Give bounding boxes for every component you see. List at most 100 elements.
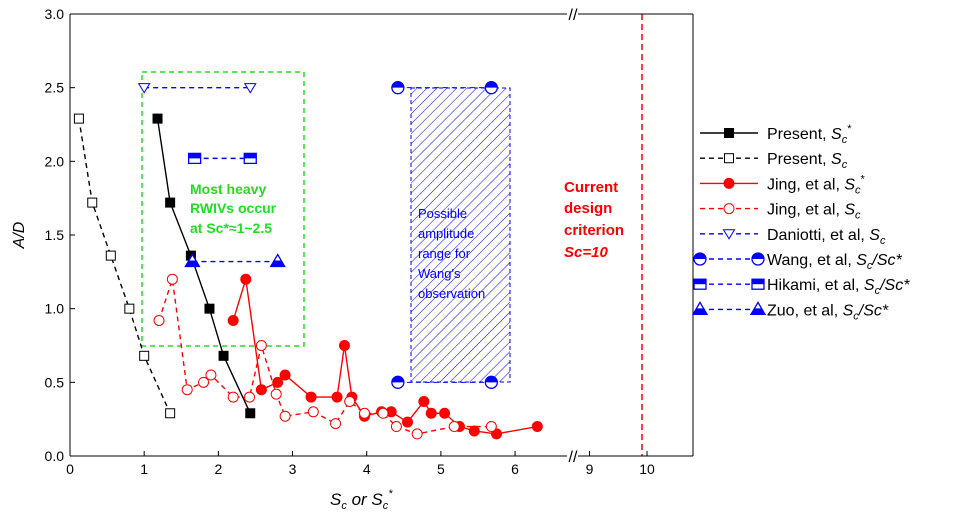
marker-square <box>124 303 135 314</box>
data-point <box>439 407 451 419</box>
data-point <box>243 152 257 165</box>
series-7 <box>184 253 286 268</box>
series-1 <box>73 113 176 419</box>
marker-square <box>139 350 150 361</box>
y-tick-label: 2.0 <box>45 153 65 169</box>
marker-half-fill <box>185 260 200 267</box>
y-tick-label: 0.0 <box>45 448 65 464</box>
marker-half-fill <box>391 376 404 383</box>
marker-circle <box>418 395 430 407</box>
marker-square <box>165 408 176 419</box>
data-point <box>691 301 709 316</box>
marker-square <box>204 303 215 314</box>
data-point <box>391 375 405 389</box>
y-tick-label: 1.5 <box>45 227 65 243</box>
data-point <box>269 253 286 268</box>
data-point <box>270 388 282 400</box>
data-point <box>255 340 267 351</box>
x-tick-label: 3 <box>289 461 297 477</box>
y-tick-group: 0.0 0.5 1.0 1.5 2.0 2.5 3.0 <box>45 6 75 464</box>
marker-circle <box>166 273 178 285</box>
marker-circle <box>491 428 503 440</box>
marker-half-fill <box>693 308 707 315</box>
data-point <box>330 418 342 430</box>
data-point <box>152 113 163 124</box>
marker-circle <box>377 407 389 419</box>
data-point <box>124 303 135 314</box>
marker-triangle <box>137 83 151 94</box>
legend-label: Daniotti, et al, Sc <box>767 227 886 247</box>
data-point <box>307 406 319 418</box>
marker-half-fill <box>751 308 765 315</box>
data-point <box>751 278 765 290</box>
data-point <box>468 425 480 437</box>
data-point <box>205 369 217 381</box>
data-point <box>218 350 229 361</box>
data-point <box>722 229 736 240</box>
blue-annotation: Possible amplitude range for Wang's obse… <box>418 206 485 301</box>
data-point <box>227 314 239 326</box>
green-annotation-line-3: at Sc*≈1~2.5 <box>190 220 272 236</box>
marker-half-fill <box>694 279 706 285</box>
red-annotation: Current design criterion Sc=10 <box>564 179 624 261</box>
marker-circle <box>270 388 282 400</box>
legend-item: Wang, et al, Sc/Sc* <box>693 252 903 272</box>
x-axis-label-sub1: c <box>341 500 347 512</box>
marker-circle <box>411 428 423 440</box>
marker-square <box>87 197 98 208</box>
data-point <box>87 197 98 208</box>
marker-circle <box>153 314 165 326</box>
red-annotation-line-1: Current <box>564 179 618 196</box>
data-point <box>165 197 176 208</box>
marker-circle <box>244 391 256 403</box>
data-point <box>391 81 405 95</box>
marker-circle <box>468 425 480 437</box>
marker-circle <box>205 369 217 381</box>
marker-half-fill <box>391 81 404 88</box>
data-point <box>240 273 252 285</box>
marker-circle <box>485 421 497 433</box>
wang-range-region <box>410 87 511 383</box>
marker-circle <box>723 203 735 215</box>
y-tick-label: 3.0 <box>45 6 65 22</box>
data-point <box>73 113 84 124</box>
x-tick-label: 9 <box>586 461 594 477</box>
red-annotation-line-2: design <box>564 200 612 217</box>
marker-square <box>724 128 734 138</box>
series-0 <box>152 113 256 419</box>
x-axis-label-mid: or <box>347 490 372 509</box>
data-point <box>531 421 543 433</box>
marker-circle <box>279 369 291 381</box>
marker-circle <box>425 407 437 419</box>
marker-circle <box>439 407 451 419</box>
x-tick-label: 0 <box>66 461 74 477</box>
data-point <box>425 407 437 419</box>
legend-item: Daniotti, et al, Sc <box>700 227 886 247</box>
marker-half-fill <box>244 153 257 159</box>
data-point <box>724 128 734 138</box>
marker-square <box>724 153 734 164</box>
data-point <box>245 408 256 419</box>
marker-circle <box>338 340 350 351</box>
legend-label: Jing, et al, Sc <box>767 202 861 222</box>
x-axis-label: Sc or Sc* <box>330 488 393 512</box>
marker-triangle <box>243 83 257 94</box>
legend-label: Present, Sc* <box>767 123 852 146</box>
marker-square <box>73 113 84 124</box>
x-axis-label-s2: S <box>371 490 383 509</box>
data-point <box>165 408 176 419</box>
series-layer <box>73 81 543 440</box>
axis-break-top: // <box>569 7 578 24</box>
x-tick-label: 2 <box>214 461 222 477</box>
series-5 <box>391 81 498 389</box>
marker-circle <box>390 421 402 433</box>
marker-half-fill <box>694 253 706 259</box>
data-point <box>491 428 503 440</box>
legend-label: Jing, et al, Sc* <box>767 173 866 196</box>
data-point <box>272 376 284 388</box>
marker-half-fill <box>188 153 201 159</box>
marker-circle <box>358 407 370 419</box>
data-point <box>344 395 356 407</box>
